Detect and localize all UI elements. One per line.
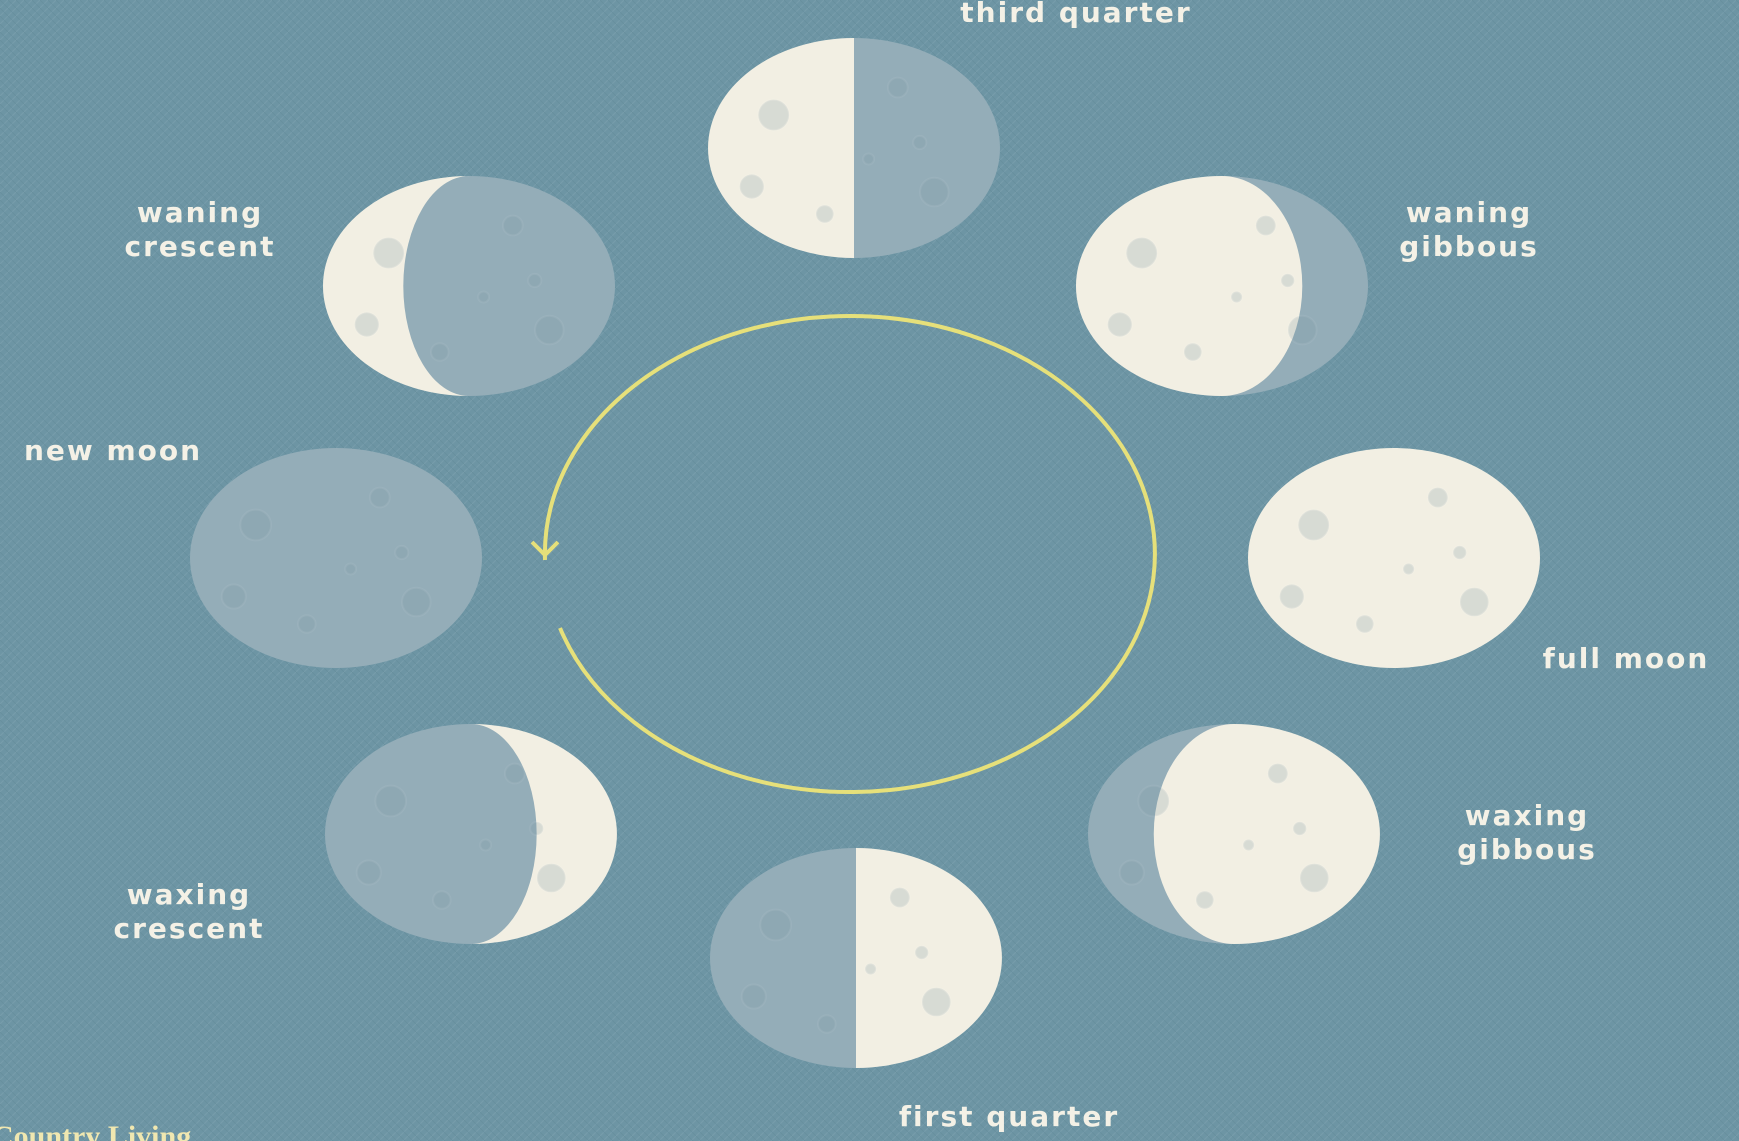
crater bbox=[817, 1014, 837, 1034]
crater bbox=[1297, 508, 1331, 542]
crater bbox=[1452, 544, 1468, 561]
moon bbox=[190, 448, 482, 668]
moon-shadow bbox=[1248, 448, 1540, 668]
crater bbox=[1459, 586, 1490, 618]
crater bbox=[1242, 838, 1256, 852]
crater bbox=[536, 862, 567, 894]
brand-logo: Country Living bbox=[0, 1120, 191, 1141]
crater bbox=[297, 614, 317, 634]
crater bbox=[1278, 583, 1305, 610]
crater bbox=[886, 76, 909, 99]
moon-shadow bbox=[190, 448, 482, 668]
moon-lit bbox=[856, 848, 1002, 1068]
crater bbox=[353, 311, 380, 338]
crater bbox=[1137, 784, 1171, 818]
moon bbox=[708, 38, 1000, 258]
crater bbox=[501, 214, 524, 237]
crater bbox=[1195, 890, 1215, 910]
crater bbox=[815, 204, 835, 224]
moons bbox=[190, 38, 1540, 1068]
crater bbox=[1118, 859, 1145, 886]
crater bbox=[503, 762, 526, 785]
phase-label: crescent bbox=[114, 912, 265, 945]
crater bbox=[527, 272, 543, 289]
crater bbox=[374, 784, 408, 818]
cycle-arrowhead bbox=[530, 540, 560, 558]
crater bbox=[477, 290, 491, 304]
phase-label: first quarter bbox=[899, 1100, 1119, 1133]
moon bbox=[325, 724, 617, 944]
crater bbox=[529, 820, 545, 837]
moon bbox=[1088, 724, 1380, 944]
cycle-arrow bbox=[542, 314, 1157, 795]
moon-lit bbox=[708, 38, 854, 258]
moon-lit bbox=[1076, 176, 1303, 396]
crater bbox=[1254, 214, 1277, 237]
moon bbox=[1248, 448, 1540, 668]
phase-label: waxing bbox=[1465, 799, 1589, 832]
crater bbox=[1230, 290, 1244, 304]
crater bbox=[740, 983, 767, 1010]
crater bbox=[1402, 562, 1416, 576]
moon-lit bbox=[471, 724, 617, 944]
crater bbox=[239, 508, 273, 542]
phase-label: full moon bbox=[1543, 642, 1710, 675]
crater bbox=[1266, 762, 1289, 785]
moon bbox=[1076, 176, 1368, 396]
crater bbox=[1287, 314, 1318, 346]
crater bbox=[394, 544, 410, 561]
crater bbox=[479, 838, 493, 852]
crater bbox=[888, 886, 911, 909]
crater bbox=[1125, 236, 1159, 270]
crater bbox=[1299, 862, 1330, 894]
crater bbox=[738, 173, 765, 200]
crater bbox=[919, 176, 950, 208]
phase-label: crescent bbox=[125, 230, 276, 263]
crater bbox=[1183, 342, 1203, 362]
crater bbox=[1106, 311, 1133, 338]
crater bbox=[1292, 820, 1308, 837]
crater bbox=[1280, 272, 1296, 289]
phase-label: waning bbox=[1406, 196, 1532, 229]
moon-lit bbox=[323, 176, 469, 396]
crater bbox=[430, 342, 450, 362]
phase-label: gibbous bbox=[1399, 230, 1539, 263]
crater bbox=[1355, 614, 1375, 634]
phase-label: new moon bbox=[24, 434, 202, 467]
phase-label: waning bbox=[137, 196, 263, 229]
crater bbox=[344, 562, 358, 576]
crater bbox=[355, 859, 382, 886]
phase-label: third quarter bbox=[960, 0, 1191, 29]
labels: third quarterwaningcrescentwaninggibbous… bbox=[24, 0, 1710, 1133]
crater bbox=[914, 944, 930, 961]
phase-label: gibbous bbox=[1457, 833, 1597, 866]
crater bbox=[912, 134, 928, 151]
crater bbox=[862, 152, 876, 166]
crater bbox=[368, 486, 391, 509]
crater bbox=[432, 890, 452, 910]
crater bbox=[220, 583, 247, 610]
moon bbox=[323, 176, 615, 396]
moon-lit bbox=[1153, 724, 1380, 944]
crater bbox=[534, 314, 565, 346]
crater bbox=[401, 586, 432, 618]
phase-label: waxing bbox=[127, 878, 251, 911]
crater bbox=[759, 908, 793, 942]
moon bbox=[710, 848, 1002, 1068]
crater bbox=[864, 962, 878, 976]
crater bbox=[757, 98, 791, 132]
crater bbox=[1426, 486, 1449, 509]
crater bbox=[372, 236, 406, 270]
crater bbox=[921, 986, 952, 1018]
